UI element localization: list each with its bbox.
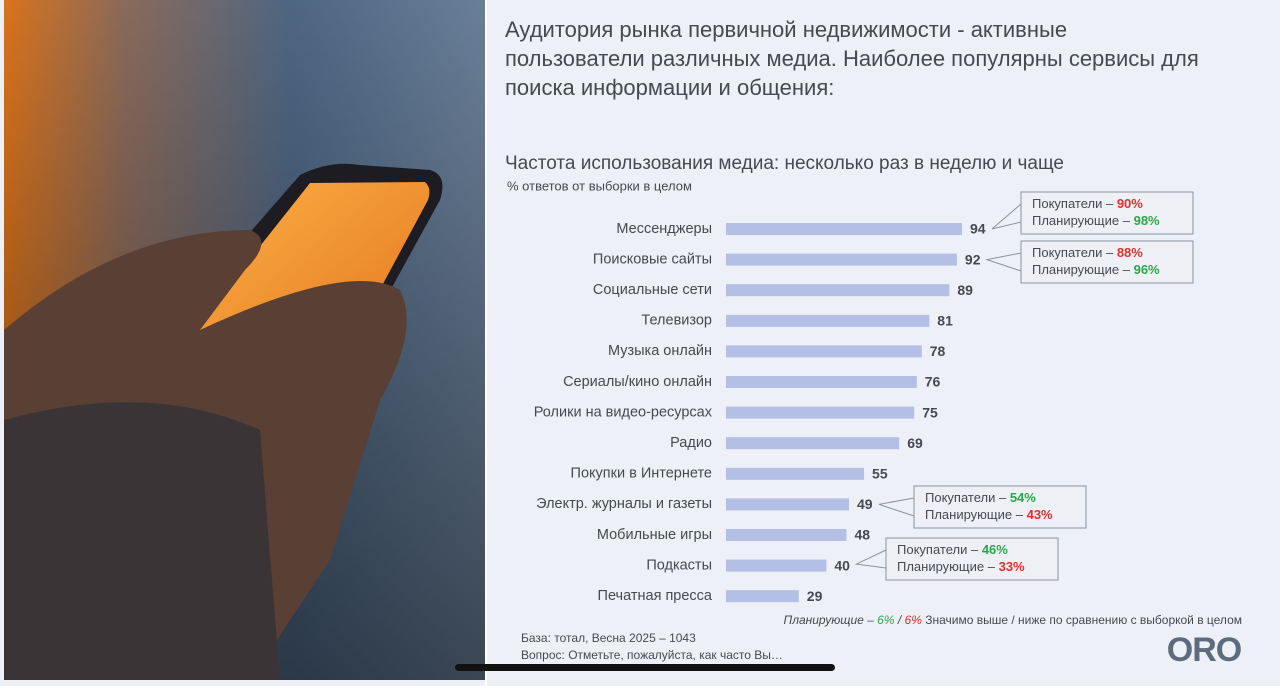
- callout-line: Планирующие – 98%: [1032, 213, 1160, 228]
- callout-label: Покупатели –: [925, 490, 1007, 505]
- category-label: Телевизор: [641, 313, 712, 329]
- value-label: 29: [807, 588, 823, 604]
- value-label: 49: [857, 496, 873, 512]
- bar: [726, 467, 865, 480]
- title-line: пользователи различных медиа. Наиболее п…: [505, 46, 1199, 71]
- category-label: Поисковые сайты: [593, 251, 712, 267]
- bar: [726, 559, 827, 572]
- value-label: 89: [957, 282, 973, 298]
- callout-line: Покупатели – 46%: [897, 542, 1008, 557]
- callout: Покупатели – 46% Планирующие – 33%: [854, 537, 1059, 581]
- callout: Покупатели – 54% Планирующие – 43%: [878, 485, 1087, 529]
- bar: [726, 376, 917, 388]
- callout-value: 33%: [999, 559, 1025, 574]
- category-label: Музыка онлайн: [608, 343, 712, 359]
- value-label: 75: [922, 404, 938, 420]
- callout-line: Планирующие – 96%: [1032, 262, 1160, 277]
- footer-base: База: тотал, Весна 2025 – 1043: [521, 631, 696, 645]
- slide-title: Аудитория рынка первичной недвижимости -…: [505, 17, 1199, 100]
- bar: [726, 223, 962, 235]
- callout-line: Покупатели – 88%: [1032, 245, 1143, 260]
- callout-pointer: [878, 497, 915, 517]
- bar: [726, 406, 915, 419]
- callout-label: Планирующие –: [897, 559, 996, 574]
- title-line: Аудитория рынка первичной недвижимости -…: [505, 17, 1067, 42]
- callout-label: Планирующие –: [1032, 213, 1131, 228]
- value-label: 92: [965, 251, 981, 267]
- callout-value: 90%: [1117, 196, 1143, 211]
- chart-subtitle: % ответов от выборки в целом: [507, 178, 692, 193]
- category-label: Подкасты: [646, 557, 712, 573]
- callout-value: 43%: [1027, 507, 1053, 522]
- category-label: Электр. журналы и газеты: [536, 496, 712, 512]
- divider: [485, 0, 487, 686]
- callout-line: Планирующие – 33%: [897, 559, 1025, 574]
- photo: [4, 0, 485, 680]
- footer-question: Вопрос: Отметьте, пожалуйста, как часто …: [521, 648, 783, 662]
- bar: [726, 253, 957, 266]
- callout-label: Покупатели –: [1032, 196, 1114, 211]
- callout: Покупатели – 88% Планирующие – 96%: [984, 240, 1194, 284]
- bar: [726, 498, 849, 511]
- value-label: 55: [872, 466, 888, 482]
- callout-box: [1020, 191, 1194, 235]
- value-label: 48: [854, 527, 870, 543]
- callout-label: Покупатели –: [897, 542, 979, 557]
- value-label: 78: [930, 343, 946, 359]
- callout-value: 54%: [1010, 490, 1036, 505]
- callout-pointer: [991, 203, 1022, 230]
- callout-value: 88%: [1117, 245, 1143, 260]
- category-label: Социальные сети: [593, 282, 712, 298]
- category-label: Мобильные игры: [597, 527, 712, 543]
- scrollbar: [455, 664, 835, 671]
- callout-label: Планирующие –: [1032, 262, 1131, 277]
- bar: [726, 345, 922, 358]
- callout-pointer: [984, 252, 1022, 272]
- chart-title: Частота использования медиа: несколько р…: [505, 153, 1064, 174]
- callout-label: Покупатели –: [1032, 245, 1114, 260]
- callout: Покупатели – 90% Планирующие – 98%: [991, 191, 1194, 235]
- note-separator: /: [897, 613, 903, 627]
- callout-value: 96%: [1134, 262, 1160, 277]
- bar: [726, 314, 930, 327]
- callout-line: Покупатели – 54%: [925, 490, 1036, 505]
- note-higher: 6%: [877, 613, 895, 627]
- note-lower: 6%: [905, 613, 923, 627]
- callout-box: [885, 537, 1059, 581]
- title-line: поиска информации и общения:: [505, 75, 834, 100]
- category-label: Ролики на видео-ресурсах: [534, 404, 713, 420]
- callout-box: [1020, 240, 1194, 284]
- value-label: 81: [937, 313, 953, 329]
- callout-value: 98%: [1134, 213, 1160, 228]
- category-label: Сериалы/кино онлайн: [563, 374, 712, 390]
- note-label: Планирующие –: [784, 613, 875, 627]
- value-label: 76: [925, 374, 941, 390]
- callout-label: Планирующие –: [925, 507, 1024, 522]
- value-label: 94: [970, 221, 986, 237]
- bar: [726, 590, 799, 603]
- callout-line: Покупатели – 90%: [1032, 196, 1143, 211]
- bar: [726, 284, 950, 297]
- category-label: Покупки в Интернете: [571, 466, 712, 482]
- legend-note: Планирующие – 6% / 6% Значимо выше / ниж…: [784, 613, 1242, 627]
- category-label: Печатная пресса: [598, 588, 713, 604]
- value-label: 40: [834, 557, 850, 573]
- category-label: Радио: [670, 435, 712, 451]
- value-label: 69: [907, 435, 923, 451]
- callout-line: Планирующие – 43%: [925, 507, 1053, 522]
- note-text: Значимо выше / ниже по сравнению с выбор…: [925, 613, 1242, 627]
- callout-pointer: [854, 549, 887, 569]
- logo: ORO: [1167, 631, 1242, 669]
- bar: [726, 529, 847, 541]
- callout-value: 46%: [982, 542, 1008, 557]
- callout-box: [913, 485, 1087, 529]
- category-label: Мессенджеры: [616, 221, 712, 237]
- bar: [726, 437, 900, 450]
